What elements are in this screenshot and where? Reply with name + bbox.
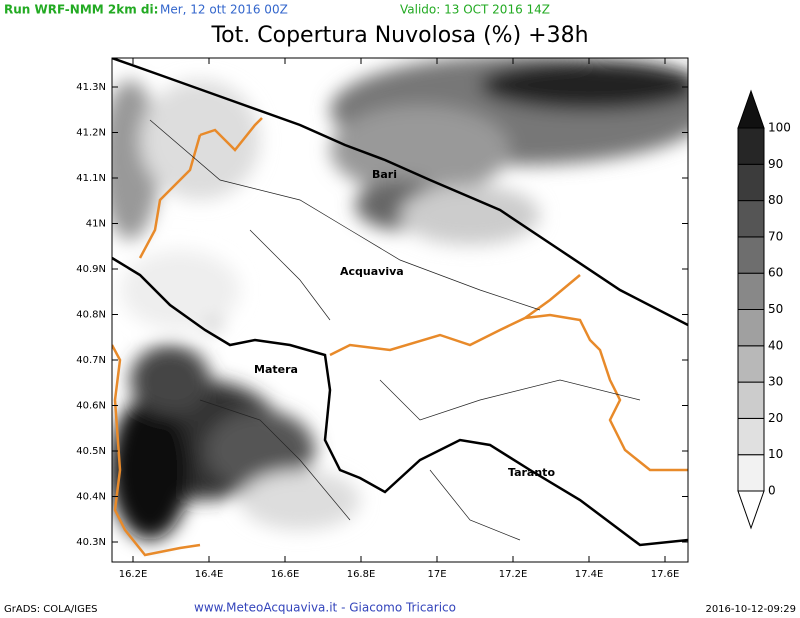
colorbar-tip (737, 89, 765, 129)
coastline (112, 58, 688, 327)
region-boundary (112, 256, 688, 547)
map-frame (111, 57, 689, 563)
map-area (112, 58, 688, 562)
lat-label: 41.3N (76, 82, 106, 93)
colorbar-label: 60 (768, 266, 783, 280)
lat-label: 40.4N (76, 492, 106, 503)
title: Tot. Copertura Nuvolosa (%) +38h (210, 23, 588, 48)
colorbar-label: 10 (768, 447, 783, 461)
lon-label: 17.6E (651, 569, 680, 580)
lon-label: 17E (427, 569, 446, 580)
footer-right: 2016-10-12-09:29 (705, 604, 796, 615)
lat-label: 41.2N (76, 128, 106, 139)
colorbar-label: 100 (768, 121, 791, 135)
colorbar-label: 30 (768, 375, 783, 389)
colorbar-band (737, 163, 765, 202)
lat-label: 40.6N (76, 401, 106, 412)
footer-left: GrADS: COLA/IGES (4, 604, 98, 615)
city-label: Matera (254, 363, 298, 376)
colorbar-band (737, 309, 765, 347)
lon-label: 16.2E (119, 569, 148, 580)
header-init: Mer, 12 ott 2016 00Z (160, 3, 288, 17)
city-label: Acquaviva (340, 265, 404, 278)
lat-label: 41.1N (76, 173, 106, 184)
lat-label: 40.8N (76, 310, 106, 321)
colorbar-label: 40 (768, 338, 783, 352)
colorbar-band (737, 454, 765, 492)
colorbar-band (737, 200, 765, 238)
colorbar-band (737, 417, 765, 456)
colorbar-label: 0 (768, 484, 776, 498)
header-run: Run WRF-NMM 2km di: (4, 3, 158, 17)
lat-label: 40.3N (76, 537, 106, 548)
cloud-field (112, 58, 688, 540)
lat-label: 40.5N (76, 446, 106, 457)
colorbar-band (737, 345, 765, 383)
colorbar: 0 10 20 30 40 50 60 70 80 90 100 (737, 89, 791, 530)
orange-boundary (329, 274, 688, 472)
colorbar-label: 50 (768, 302, 783, 316)
colorbar-band (737, 272, 765, 311)
lon-label: 16.6E (271, 569, 300, 580)
colorbar-band (737, 236, 765, 274)
orange-boundary (112, 117, 263, 557)
colorbar-band (737, 381, 765, 419)
colorbar-band (737, 127, 765, 165)
city-label: Bari (372, 168, 397, 181)
footer-center: www.MeteoAcquaviva.it - Giacomo Tricaric… (194, 601, 456, 615)
lon-label: 16.8E (347, 569, 376, 580)
axis-ticks: 41.3N 41.2N 41.1N 41N 40.9N 40.8N 40.7N 40.6N 40… (76, 58, 688, 580)
lon-label: 16.4E (195, 569, 224, 580)
lat-label: 40.9N (76, 264, 106, 275)
lon-label: 17.2E (499, 569, 528, 580)
lat-label: 40.7N (76, 355, 106, 366)
city-label: Taranto (508, 466, 555, 479)
colorbar-label: 20 (768, 411, 783, 425)
colorbar-label: 80 (768, 193, 783, 207)
colorbar-label: 70 (768, 229, 783, 243)
colorbar-tip (737, 490, 765, 530)
lat-label: 41N (86, 219, 106, 230)
colorbar-label: 90 (768, 157, 783, 171)
header-valid: Valido: 13 OCT 2016 14Z (400, 3, 550, 17)
municipal-borders (149, 119, 641, 541)
lon-label: 17.4E (575, 569, 604, 580)
